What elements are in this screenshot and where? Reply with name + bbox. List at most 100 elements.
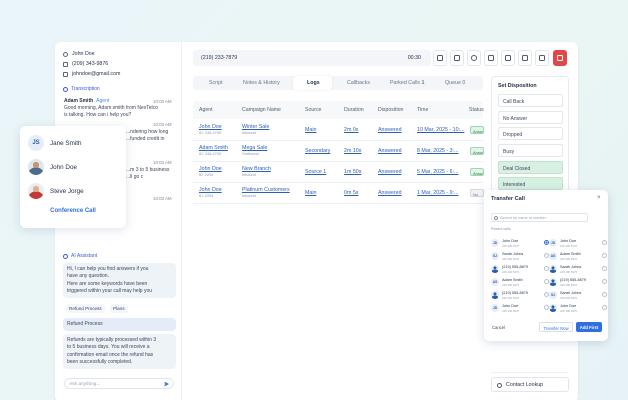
- keyword-chip-refund[interactable]: Refund Process: [66, 304, 105, 313]
- disposition-option[interactable]: Deal Closed: [498, 161, 563, 174]
- campaign-type: Inbound: [242, 173, 256, 177]
- select-radio[interactable]: [544, 266, 549, 271]
- call-source[interactable]: Secondary: [305, 148, 331, 154]
- disposition-option[interactable]: Busy: [498, 144, 563, 157]
- ai-ask-input[interactable]: Ask anything...: [64, 378, 174, 389]
- call-source[interactable]: Main: [305, 190, 317, 196]
- pause-button[interactable]: [433, 50, 447, 66]
- hold-button[interactable]: [450, 50, 464, 66]
- transcript-line: ...m 3 to 5 business: [126, 167, 170, 173]
- call-time[interactable]: 8 Mar, 2025 - 3:...: [417, 148, 459, 154]
- transfer-contact[interactable]: AS Adam Smith 248 490 8376: [549, 250, 607, 263]
- select-radio[interactable]: [544, 240, 549, 245]
- agent-name[interactable]: John Doe: [199, 187, 222, 193]
- campaign-name[interactable]: Mega Sale: [242, 145, 268, 151]
- disposition-option[interactable]: Call Back: [498, 94, 563, 107]
- keyword-chip-plans[interactable]: Plans: [110, 304, 128, 313]
- conference-button[interactable]: [501, 50, 515, 66]
- user-icon: [549, 278, 557, 286]
- contact-name-row: John Doe: [63, 51, 95, 57]
- select-radio[interactable]: [602, 266, 607, 271]
- add-first-button[interactable]: Add First: [576, 322, 602, 332]
- disposition-option[interactable]: Interested: [498, 177, 563, 190]
- transfer-contact[interactable]: JD John Doe 248 490 8376: [549, 237, 607, 250]
- cancel-button[interactable]: Cancel: [492, 325, 506, 330]
- mute-button[interactable]: [518, 50, 532, 66]
- call-duration-cell[interactable]: 1m 50s: [344, 169, 362, 175]
- participant-row[interactable]: JS Jane Smith: [28, 135, 82, 151]
- keypad-button[interactable]: [535, 50, 549, 66]
- call-time[interactable]: 10 Mar, 2025 - 10:...: [417, 127, 465, 133]
- select-radio[interactable]: [544, 279, 549, 284]
- transfer-contact[interactable]: AS Adam Smith 248 490 8376: [491, 276, 549, 289]
- hangup-button[interactable]: [553, 50, 567, 66]
- select-radio[interactable]: [544, 305, 549, 310]
- select-radio[interactable]: [602, 240, 607, 245]
- contact-phone[interactable]: (209) 343-9876: [72, 61, 109, 67]
- transfer-contact-name: (219) 555-8879: [502, 264, 528, 269]
- call-source[interactable]: Source 1: [305, 169, 327, 175]
- select-radio[interactable]: [602, 279, 607, 284]
- tab-queue[interactable]: Queue 0: [445, 80, 465, 86]
- contact-email[interactable]: johndoe@gmail.com: [72, 71, 121, 77]
- contact-lookup-button[interactable]: Contact Lookup: [491, 377, 569, 392]
- column-header: Source: [305, 107, 322, 113]
- avatar: AS: [549, 252, 557, 260]
- tab-notes-history[interactable]: Notes & History: [243, 79, 280, 86]
- agent-name[interactable]: Adam Smith: [199, 145, 228, 151]
- transfer-button[interactable]: [484, 50, 498, 66]
- conference-call-button[interactable]: Conference Call: [50, 208, 96, 214]
- call-disposition[interactable]: Answered: [378, 169, 402, 175]
- select-radio[interactable]: [602, 305, 607, 310]
- avatar: SJ: [491, 252, 499, 260]
- select-radio[interactable]: [602, 253, 607, 258]
- ai-ask-placeholder: Ask anything...: [69, 382, 101, 387]
- transfer-contact[interactable]: JD John Doe 248 490 8376: [491, 237, 549, 250]
- transfer-contact[interactable]: SJ Sarah Johns 248 490 8376: [549, 289, 607, 302]
- tab-callbacks[interactable]: Callbacks: [347, 79, 370, 86]
- send-icon[interactable]: [164, 381, 169, 387]
- transfer-now-button[interactable]: Transfer Now: [539, 322, 573, 332]
- tab-script[interactable]: Script: [209, 79, 223, 86]
- campaign-name[interactable]: New Branch: [242, 166, 271, 172]
- transfer-contact[interactable]: JD John Doe 248 490 8376: [491, 302, 549, 315]
- avatar: [28, 183, 44, 199]
- transfer-contact[interactable]: SJ Sarah Johns 248 490 8376: [491, 250, 549, 263]
- call-duration-cell[interactable]: 2m 10s: [344, 148, 362, 154]
- transfer-contact-number: 248 490 8376: [502, 296, 520, 300]
- call-time[interactable]: 1 Mar, 2025 - 9:...: [417, 190, 459, 196]
- call-duration-cell[interactable]: 2m 0s: [344, 127, 359, 133]
- tab-parked-calls[interactable]: Parked Calls 1: [390, 80, 424, 86]
- transfer-contact[interactable]: Sarah Johns 248 490 8376: [549, 263, 607, 276]
- transfer-contact[interactable]: (219) 555-8879 248 490 8376: [491, 263, 549, 276]
- transfer-contact[interactable]: (219) 555-8879 248 490 8376: [491, 289, 549, 302]
- transfer-search-input[interactable]: Search by name or number: [491, 213, 588, 222]
- agent-name[interactable]: John Doe: [199, 124, 222, 130]
- status-badge: Answered: [470, 168, 484, 176]
- record-icon: [471, 55, 477, 61]
- transfer-contact[interactable]: (219) 555-8879 248 490 8376: [549, 276, 607, 289]
- transcript-message: Good morning, Adam smith from NexTelco is…: [64, 105, 158, 120]
- disposition-option[interactable]: No Answer: [498, 111, 563, 124]
- pause-icon: [437, 55, 443, 61]
- campaign-name[interactable]: Winter Sale: [242, 124, 270, 130]
- call-time[interactable]: 5 Mar, 2025 - 6:...: [417, 169, 459, 175]
- call-disposition[interactable]: Answered: [378, 190, 402, 196]
- select-radio[interactable]: [602, 292, 607, 297]
- participant-row[interactable]: Steve Jorge: [28, 183, 84, 199]
- disposition-option[interactable]: Dropped: [498, 127, 563, 140]
- call-disposition[interactable]: Answered: [378, 127, 402, 133]
- participant-row[interactable]: John Doe: [28, 159, 77, 175]
- record-button[interactable]: [467, 50, 481, 66]
- call-source[interactable]: Main: [305, 127, 317, 133]
- call-duration-cell[interactable]: 0m 5s: [344, 190, 359, 196]
- agent-name[interactable]: John Doe: [199, 166, 222, 172]
- tab-logs[interactable]: Logs: [307, 79, 320, 86]
- close-icon[interactable]: ×: [597, 195, 601, 201]
- campaign-name[interactable]: Platinum Customers: [242, 187, 290, 193]
- transfer-contact-number: 248 490 8376: [560, 270, 578, 274]
- call-disposition[interactable]: Answered: [378, 148, 402, 154]
- select-radio[interactable]: [544, 253, 549, 258]
- transfer-contact[interactable]: John Doe 248 490 8376: [549, 302, 607, 315]
- select-radio[interactable]: [544, 292, 549, 297]
